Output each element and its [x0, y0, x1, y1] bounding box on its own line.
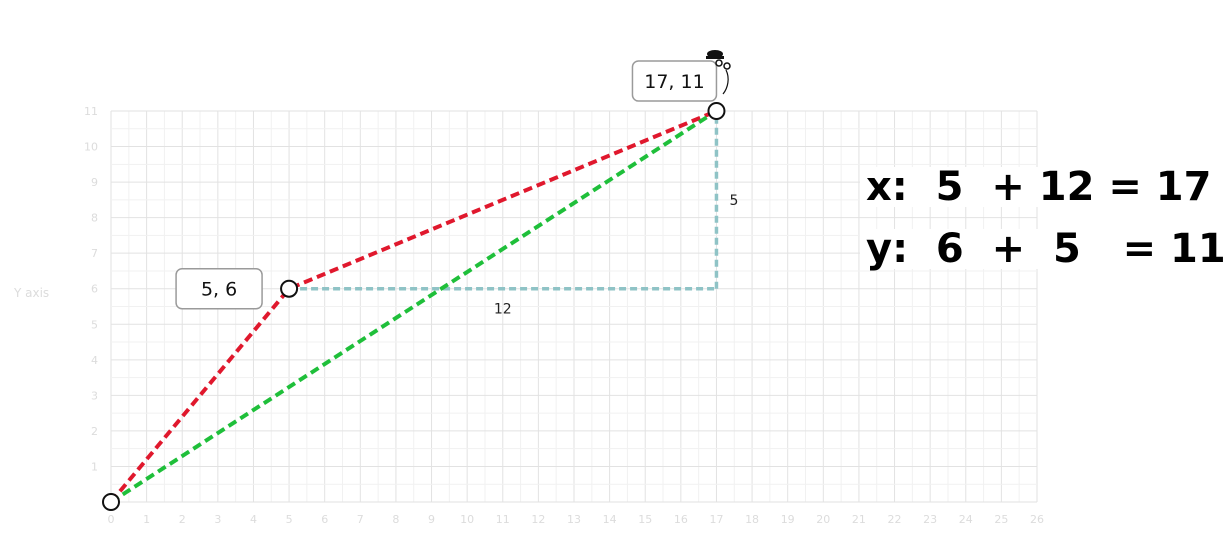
vertical-component-label: 5: [729, 193, 738, 209]
point-label-frame: [175, 267, 263, 310]
x-tick-label: 2: [179, 513, 186, 526]
y-tick-label: 7: [91, 247, 98, 260]
point-label-box: 17, 11: [631, 60, 718, 102]
x-tick-label: 13: [567, 513, 581, 526]
x-tick-label: 5: [286, 513, 293, 526]
x-tick-label: 1: [143, 513, 150, 526]
x-equation: x: 5 + 12 = 17: [860, 167, 1218, 207]
y-tick-label: 6: [91, 283, 98, 296]
x-tick-label: 23: [923, 513, 937, 526]
x-tick-label: 22: [888, 513, 902, 526]
point-label-frame: [631, 60, 718, 102]
y-tick-label: 8: [91, 212, 98, 225]
component-lines: 12 5: [289, 111, 738, 318]
x-tick-label: 10: [460, 513, 474, 526]
x-tick-label: 3: [214, 513, 221, 526]
x-tick-label: 6: [321, 513, 328, 526]
x-tick-label: 15: [638, 513, 652, 526]
points: [102, 102, 726, 511]
x-tick-label: 24: [959, 513, 973, 526]
x-tick-label: 14: [603, 513, 617, 526]
y-tick-label: 9: [91, 176, 98, 189]
red-vector-path: [109, 109, 718, 504]
point-label-text: 17, 11: [644, 71, 704, 93]
grid: [110, 110, 1038, 503]
x-tick-label: 9: [428, 513, 435, 526]
x-tick-label: 7: [357, 513, 364, 526]
x-tick-label: 20: [816, 513, 830, 526]
y-tick-label: 2: [91, 425, 98, 438]
x-tick-label: 11: [496, 513, 510, 526]
green-resultant-path: [109, 109, 718, 504]
point-label-box: 5, 6: [175, 267, 263, 310]
x-tick-label: 26: [1030, 513, 1044, 526]
y-tick-label: 10: [84, 141, 98, 154]
x-tick-label: 19: [781, 513, 795, 526]
tick-labels: 0 1 2 3 4 5 6 7 8 9 10 11 12 13 14 15 16 17 18 19 20 21 22 23 24…: [84, 105, 1044, 526]
y-tick-label: 1: [91, 460, 98, 473]
x-tick-label: 21: [852, 513, 866, 526]
point-label-text: 5, 6: [201, 279, 237, 301]
horizontal-component-label: 12: [494, 302, 512, 318]
y-tick-label: 5: [91, 318, 98, 331]
mascot-icon: [706, 50, 731, 95]
point-labels: 5, 6 17, 11: [175, 60, 718, 310]
x-tick-label: 8: [392, 513, 399, 526]
point-marker: [102, 493, 120, 511]
series-lines: [109, 109, 718, 504]
point-marker: [707, 102, 726, 120]
point-marker: [280, 279, 299, 298]
y-tick-label: 11: [84, 105, 98, 118]
x-tick-label: 0: [108, 513, 115, 526]
y-axis-label: Y axis: [13, 286, 49, 300]
x-tick-label: 4: [250, 513, 257, 526]
y-tick-label: 4: [91, 354, 98, 367]
x-tick-label: 17: [709, 513, 723, 526]
x-tick-label: 12: [531, 513, 545, 526]
y-equation: y: 6 + 5 = 11: [860, 229, 1225, 269]
x-tick-label: 18: [745, 513, 759, 526]
y-tick-label: 3: [91, 389, 98, 402]
x-tick-label: 25: [994, 513, 1008, 526]
x-tick-label: 16: [674, 513, 688, 526]
